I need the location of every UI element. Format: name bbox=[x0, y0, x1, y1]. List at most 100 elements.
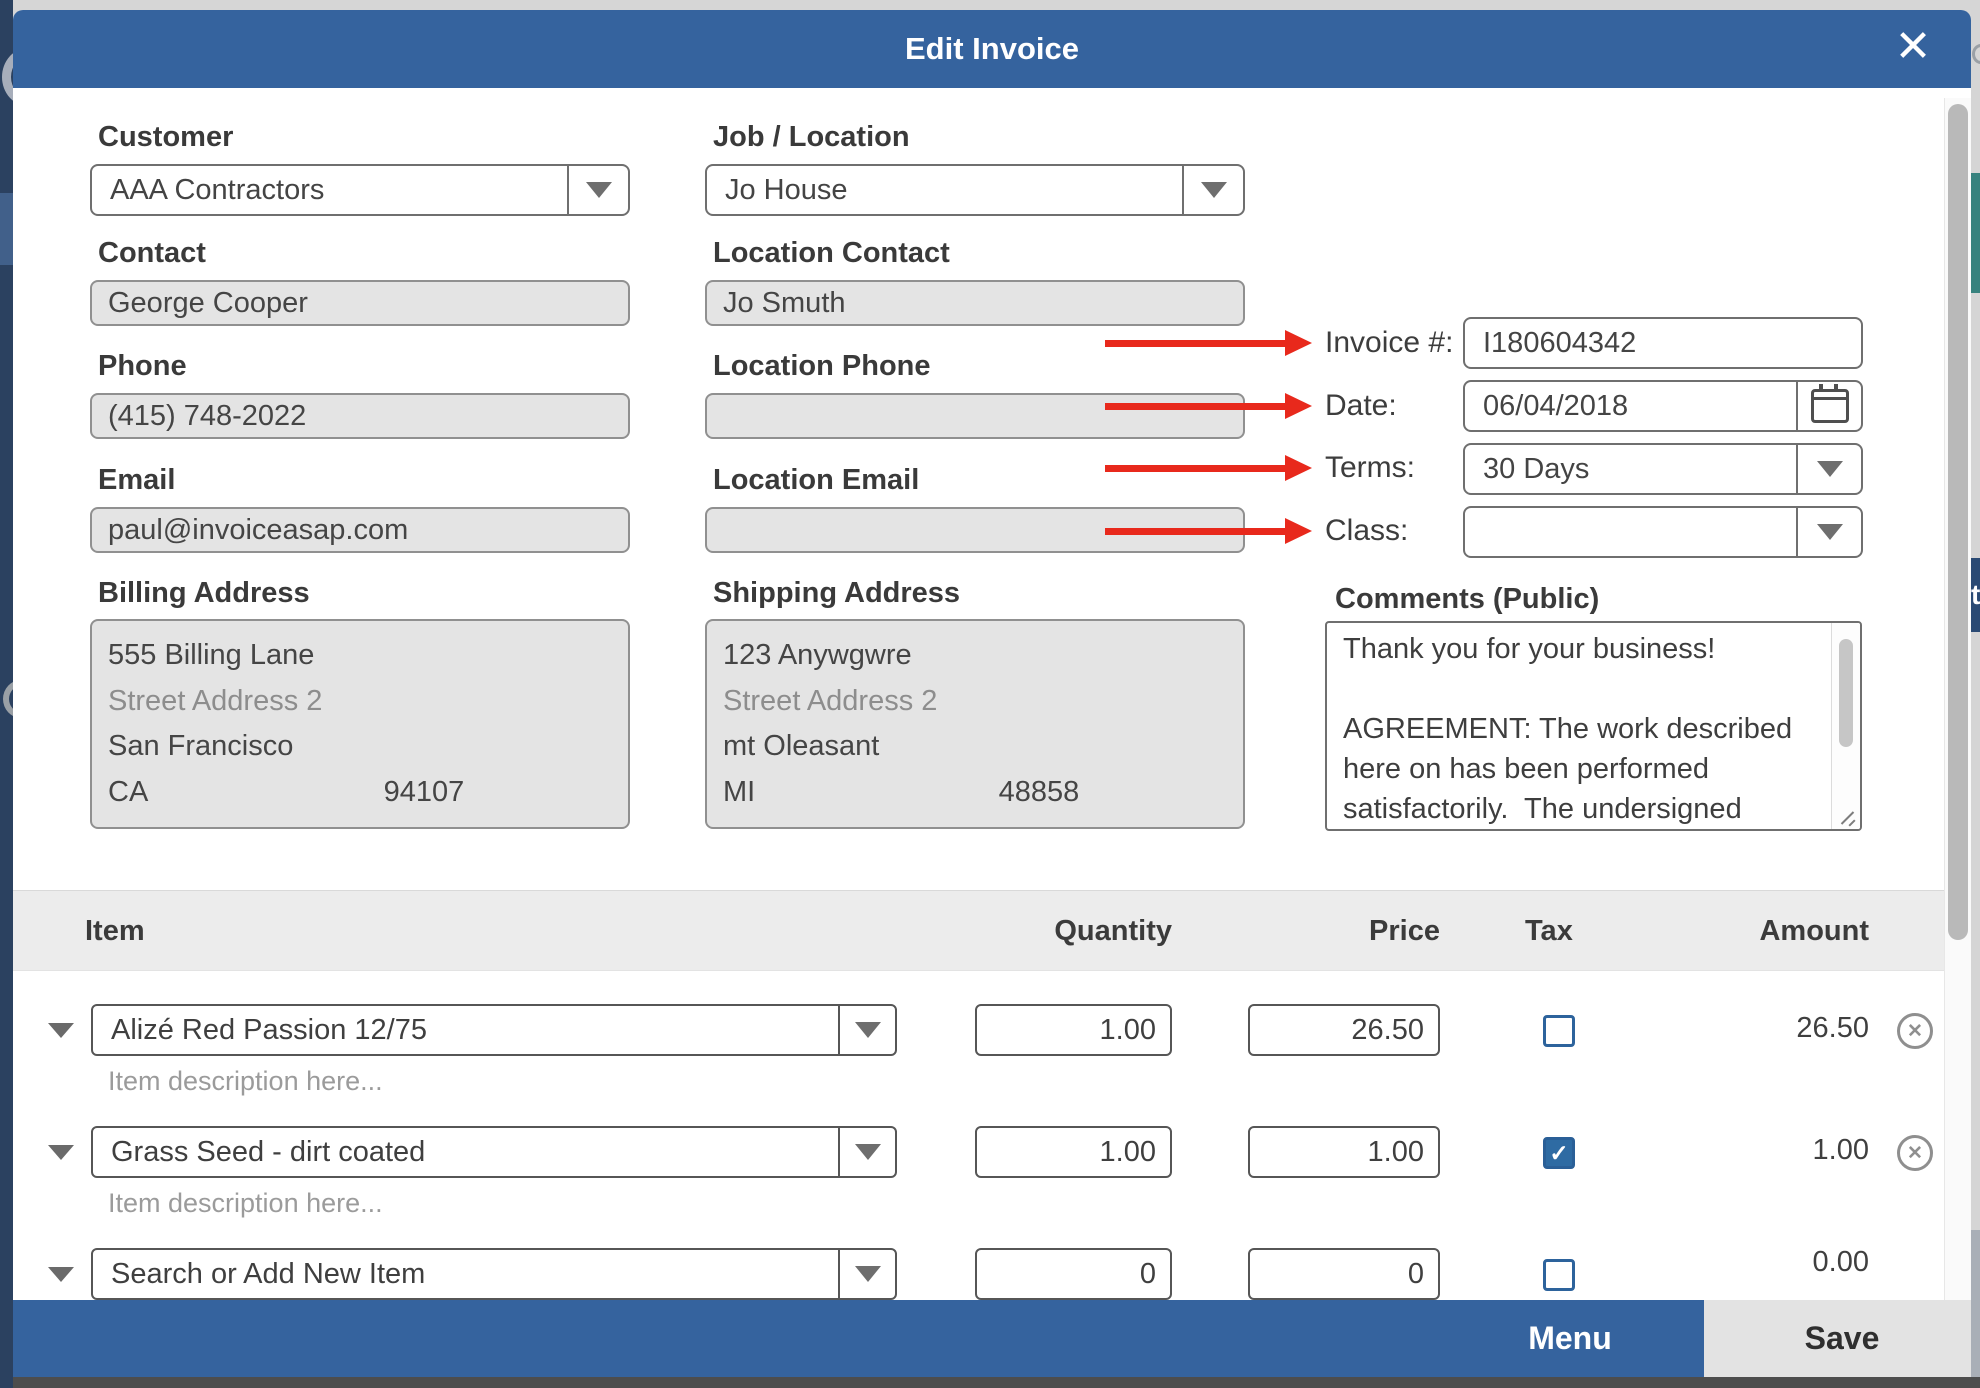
class-dropdown-button[interactable] bbox=[1796, 508, 1861, 556]
chevron-down-icon bbox=[1816, 461, 1843, 477]
save-button[interactable]: Save bbox=[1704, 1300, 1980, 1377]
chevron-down-icon bbox=[585, 182, 612, 198]
background-glyph bbox=[1972, 44, 1980, 64]
modal-title: Edit Invoice bbox=[905, 31, 1079, 66]
item-name-placeholder: Search or Add New Item bbox=[111, 1257, 426, 1290]
job-location-combobox[interactable]: Jo House bbox=[705, 164, 1245, 216]
date-input[interactable]: 06/04/2018 bbox=[1463, 380, 1863, 432]
comments-text: Thank you for your business! AGREEMENT: … bbox=[1343, 633, 1793, 825]
annotation-arrow-class bbox=[1105, 518, 1312, 544]
amount-value: 0.00 bbox=[1812, 1246, 1869, 1278]
chevron-down-icon bbox=[1816, 524, 1843, 540]
tax-checkbox[interactable]: ✓ bbox=[1543, 1137, 1575, 1169]
row-expander-icon[interactable] bbox=[48, 1023, 74, 1038]
row-expander-icon[interactable] bbox=[48, 1145, 74, 1160]
customer-dropdown-button[interactable] bbox=[567, 166, 628, 214]
contact-label: Contact bbox=[98, 237, 206, 269]
close-icon[interactable]: ✕ bbox=[1894, 22, 1932, 71]
comments-textarea[interactable]: Thank you for your business! AGREEMENT: … bbox=[1325, 621, 1862, 831]
background-bottom-strip bbox=[0, 1377, 1980, 1388]
billing-street: 555 Billing Lane bbox=[108, 639, 315, 672]
customer-combobox[interactable]: AAA Contractors bbox=[90, 164, 630, 216]
price-input[interactable]: 1.00 bbox=[1248, 1126, 1440, 1178]
background-top-strip bbox=[0, 0, 1980, 10]
item-dropdown-button[interactable] bbox=[838, 1006, 895, 1054]
job-location-dropdown-button[interactable] bbox=[1182, 166, 1243, 214]
shipping-address-label: Shipping Address bbox=[713, 577, 961, 609]
background-teal-accent bbox=[1971, 173, 1980, 293]
chevron-down-icon bbox=[854, 1022, 881, 1038]
tax-checkbox[interactable]: ✓ bbox=[1543, 1015, 1575, 1047]
billing-street2-placeholder: Street Address 2 bbox=[108, 684, 323, 717]
item-combobox[interactable]: Grass Seed - dirt coated bbox=[91, 1126, 897, 1178]
item-name: Alizé Red Passion 12/75 bbox=[111, 1013, 427, 1046]
terms-value: 30 Days bbox=[1483, 452, 1590, 485]
quantity-input[interactable]: 1.00 bbox=[975, 1126, 1172, 1178]
location-contact-label: Location Contact bbox=[713, 237, 950, 269]
location-phone-field bbox=[705, 393, 1245, 439]
background-curve bbox=[3, 680, 13, 718]
item-description-placeholder[interactable]: Item description here... bbox=[108, 1066, 383, 1096]
billing-zip: 94107 bbox=[383, 775, 465, 808]
quantity-input[interactable]: 1.00 bbox=[975, 1004, 1172, 1056]
quantity-column-header: Quantity bbox=[1054, 915, 1172, 947]
invoice-number-input[interactable]: I180604342 bbox=[1463, 317, 1863, 369]
menu-button[interactable]: Menu bbox=[1528, 1320, 1612, 1356]
comments-scrollbar-thumb[interactable] bbox=[1839, 639, 1853, 747]
job-location-value: Jo House bbox=[725, 173, 848, 206]
invoice-number-label: Invoice #: bbox=[1325, 326, 1454, 359]
row-expander-icon[interactable] bbox=[48, 1267, 74, 1282]
location-contact-field: Jo Smuth bbox=[705, 280, 1245, 326]
price-input[interactable]: 0 bbox=[1248, 1248, 1440, 1300]
chevron-down-icon bbox=[1200, 182, 1227, 198]
terms-dropdown-button[interactable] bbox=[1796, 445, 1861, 493]
item-column-header: Item bbox=[85, 915, 145, 947]
quantity-input[interactable]: 0 bbox=[975, 1248, 1172, 1300]
item-description-placeholder[interactable]: Item description here... bbox=[108, 1188, 383, 1218]
price-input[interactable]: 26.50 bbox=[1248, 1004, 1440, 1056]
customer-label: Customer bbox=[98, 121, 234, 153]
comments-label: Comments (Public) bbox=[1335, 583, 1600, 615]
location-email-label: Location Email bbox=[713, 464, 920, 496]
email-field: paul@invoiceasap.com bbox=[90, 507, 630, 553]
item-name: Grass Seed - dirt coated bbox=[111, 1135, 426, 1168]
phone-value: (415) 748-2022 bbox=[108, 399, 307, 432]
background-left-strip bbox=[0, 0, 13, 1388]
amount-value: 26.50 bbox=[1796, 1012, 1869, 1044]
amount-column-header: Amount bbox=[1759, 915, 1869, 947]
modal-scrollbar-thumb[interactable] bbox=[1948, 104, 1968, 940]
chevron-down-icon bbox=[854, 1266, 881, 1282]
date-picker-button[interactable] bbox=[1796, 382, 1861, 430]
remove-item-icon[interactable]: ✕ bbox=[1897, 1135, 1933, 1171]
background-gray-accent bbox=[1971, 1230, 1980, 1377]
tax-checkbox[interactable]: ✓ bbox=[1543, 1259, 1575, 1291]
billing-address-label: Billing Address bbox=[98, 577, 310, 609]
terms-dropdown[interactable]: 30 Days bbox=[1463, 443, 1863, 495]
modal-scrollbar[interactable] bbox=[1944, 98, 1972, 1300]
item-combobox[interactable]: Alizé Red Passion 12/75 bbox=[91, 1004, 897, 1056]
date-label: Date: bbox=[1325, 389, 1397, 422]
billing-state-zip: CA 94107 bbox=[108, 776, 628, 809]
contact-field: George Cooper bbox=[90, 280, 630, 326]
shipping-state: MI bbox=[723, 775, 756, 808]
customer-value: AAA Contractors bbox=[110, 173, 325, 206]
shipping-address-box: 123 Anywgwre Street Address 2 mt Oleasan… bbox=[705, 619, 1245, 829]
price-column-header: Price bbox=[1369, 915, 1440, 947]
item-combobox[interactable]: Search or Add New Item bbox=[91, 1248, 897, 1300]
item-dropdown-button[interactable] bbox=[838, 1128, 895, 1176]
terms-label: Terms: bbox=[1325, 451, 1415, 484]
amount-value: 1.00 bbox=[1812, 1134, 1869, 1166]
calendar-icon bbox=[1810, 384, 1849, 423]
item-dropdown-button[interactable] bbox=[838, 1250, 895, 1298]
remove-item-icon[interactable]: ✕ bbox=[1897, 1013, 1933, 1049]
billing-city: San Francisco bbox=[108, 730, 294, 763]
phone-field: (415) 748-2022 bbox=[90, 393, 630, 439]
resize-grip-icon[interactable] bbox=[1834, 805, 1856, 827]
modal-header: Edit Invoice ✕ bbox=[13, 10, 1971, 88]
class-dropdown[interactable] bbox=[1463, 506, 1863, 558]
comments-scrollbar[interactable] bbox=[1831, 623, 1860, 829]
background-navy-accent: t bbox=[1971, 558, 1980, 632]
shipping-street: 123 Anywgwre bbox=[723, 639, 912, 672]
job-location-label: Job / Location bbox=[713, 121, 910, 153]
